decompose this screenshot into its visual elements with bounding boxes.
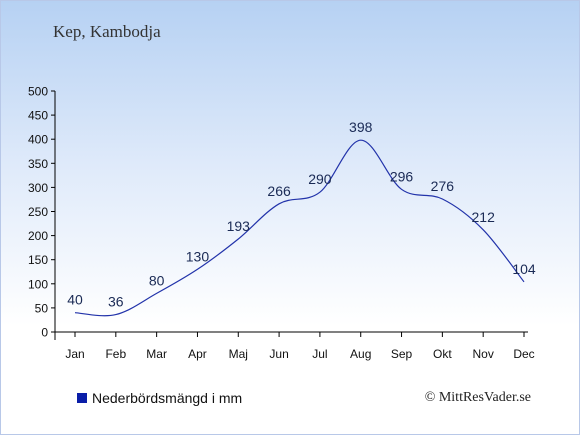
x-tick-label: Feb	[105, 347, 126, 361]
series-line	[74, 139, 525, 317]
data-label: 266	[267, 183, 291, 199]
y-tick-label: 500	[28, 85, 48, 99]
y-tick-label: 250	[28, 205, 48, 219]
y-tick-label: 100	[28, 277, 48, 291]
data-label: 276	[431, 178, 455, 194]
y-tick-label: 200	[28, 229, 48, 243]
data-label: 296	[390, 168, 414, 184]
y-tick-label: 450	[28, 109, 48, 123]
axes	[51, 90, 528, 340]
x-tick-label: Jul	[312, 347, 327, 361]
legend-label: Nederbördsmängd i mm	[92, 390, 243, 406]
data-label: 130	[186, 248, 210, 264]
data-label: 398	[349, 119, 373, 135]
x-tick-label: Nov	[473, 347, 494, 361]
tick-labels: 0 50 100 150 200 250 300 350 400 450 500 Jan Feb Mar A…	[28, 85, 535, 362]
data-labels: 40 36 80 130 193 266 290 398 296 276 212 104	[67, 119, 536, 309]
data-label: 290	[308, 171, 332, 187]
x-tick-label: Sep	[391, 347, 413, 361]
x-tick-label: Okt	[433, 347, 452, 361]
y-tick-label: 50	[35, 301, 49, 315]
legend-swatch	[77, 393, 87, 403]
data-label: 193	[227, 218, 251, 234]
data-label: 36	[108, 294, 124, 310]
data-label: 212	[472, 209, 496, 225]
y-tick-label: 350	[28, 157, 48, 171]
credit-text: © MittResVader.se	[424, 390, 531, 405]
data-label: 104	[512, 261, 536, 277]
x-tick-label: Maj	[229, 347, 248, 361]
x-tick-label: Jan	[65, 347, 84, 361]
y-tick-label: 150	[28, 253, 48, 267]
y-tick-label: 400	[28, 133, 48, 147]
legend: Nederbördsmängd i mm	[77, 390, 242, 406]
x-tick-label: Apr	[188, 347, 207, 361]
x-tick-label: Dec	[513, 347, 534, 361]
x-tick-label: Jun	[269, 347, 288, 361]
data-label: 40	[67, 292, 83, 308]
y-tick-label: 300	[28, 181, 48, 195]
chart-title: Kep, Kambodja	[53, 22, 161, 41]
y-tick-label: 0	[41, 326, 48, 340]
x-tick-label: Aug	[350, 347, 371, 361]
data-label: 80	[149, 272, 165, 288]
x-tick-label: Mar	[146, 347, 167, 361]
